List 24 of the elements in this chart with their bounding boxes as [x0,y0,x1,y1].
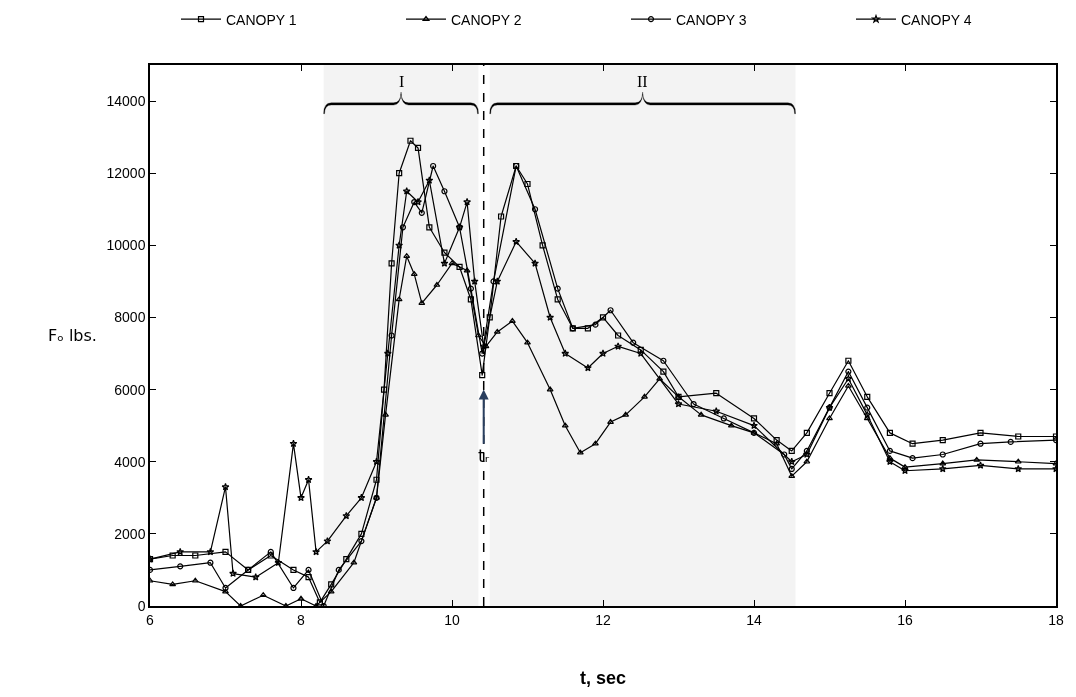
x-tick-label: 18 [1048,611,1064,628]
legend-label: CANOPY 1 [226,11,297,28]
y-tick-label: 12000 [106,165,146,182]
legend-label: CANOPY 4 [901,11,972,28]
y-axis-title: Fₒ lbs. [48,326,97,345]
x-tick-label: 14 [746,611,762,628]
legend-label: CANOPY 2 [451,11,522,28]
y-tick-label: 6000 [114,381,146,398]
y-tick-label: 8000 [114,309,146,326]
annotation: tᵣ [478,446,490,466]
band-label: II [637,73,648,90]
y-tick-label: 14000 [106,92,146,109]
x-tick-label: 10 [444,611,460,628]
y-tick-label: 2000 [114,525,146,542]
x-tick-label: 16 [897,611,913,628]
x-tick-label: 12 [595,611,611,628]
legend-label: CANOPY 3 [676,11,747,28]
y-tick-label: 0 [137,597,146,614]
y-tick-label: 10000 [106,237,146,254]
y-tick-label: 4000 [114,453,146,470]
x-tick-label: 6 [146,611,155,628]
x-axis-title: t, sec [579,668,627,689]
x-tick-label: 8 [297,611,306,628]
band-label: I [399,73,405,90]
